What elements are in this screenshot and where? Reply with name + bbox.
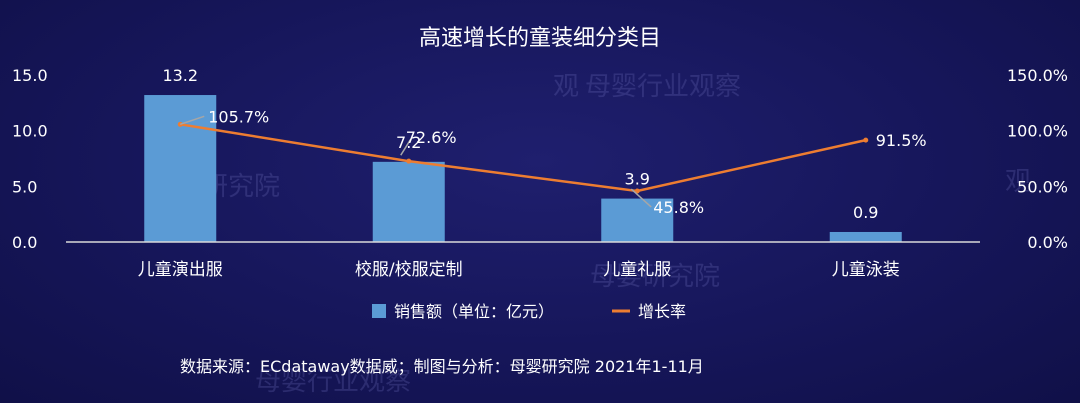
- category-label: 校服/校服定制: [355, 260, 463, 280]
- left-tick-label: 5.0: [12, 177, 37, 196]
- watermark-text: 母婴行业观察: [585, 72, 741, 102]
- growth-value-label: 105.7%: [208, 107, 269, 126]
- growth-line: [180, 123, 867, 193]
- bar-value-label: 3.9: [625, 170, 650, 189]
- bar-value-label: 0.9: [853, 203, 878, 222]
- watermark-text: 观: [553, 72, 579, 102]
- right-tick-label: 100.0%: [1007, 122, 1068, 141]
- source-note: 数据来源：ECdataway数据威；制图与分析：母婴研究院 2021年1-11月: [180, 357, 704, 376]
- watermark-text: 母婴研究院: [590, 262, 720, 292]
- legend: 销售额（单位：亿元） 增长率: [372, 302, 686, 321]
- bar: [372, 161, 445, 242]
- left-tick-label: 15.0: [12, 66, 48, 85]
- line-point: [863, 137, 869, 143]
- category-labels: 儿童演出服 校服/校服定制 儿童礼服 儿童泳装: [138, 260, 900, 280]
- category-label: 儿童礼服: [603, 260, 671, 280]
- category-label: 儿童演出服: [138, 260, 223, 280]
- leader-line: [400, 138, 412, 156]
- leader-line: [180, 115, 205, 126]
- right-axis-ticks: 0.0% 50.0% 100.0% 150.0%: [1007, 66, 1068, 252]
- bar: [601, 198, 674, 242]
- leader-line: [630, 188, 652, 208]
- line-series: [177, 121, 869, 194]
- growth-value-label: 91.5%: [876, 131, 927, 150]
- growth-value-label: 72.6%: [406, 128, 457, 147]
- legend-line-label: 增长率: [638, 302, 686, 321]
- legend-bar-swatch: [372, 304, 386, 318]
- bar: [144, 95, 217, 242]
- left-tick-label: 0.0: [12, 233, 37, 252]
- right-tick-label: 0.0%: [1027, 233, 1068, 252]
- right-tick-label: 50.0%: [1017, 177, 1068, 196]
- legend-bar-label: 销售额（单位：亿元）: [394, 302, 554, 321]
- left-tick-label: 10.0: [12, 122, 48, 141]
- watermark-layer: 母婴研究院 母婴行业观察 母婴研究院 母婴行业观察 观 观: [150, 72, 1031, 397]
- chart-title: 高速增长的童装细分类目: [419, 26, 661, 51]
- watermark-text: 观: [1005, 167, 1031, 197]
- watermark-text: 母婴行业观察: [255, 367, 411, 397]
- line-point: [634, 188, 640, 194]
- right-tick-label: 150.0%: [1007, 66, 1068, 85]
- category-label: 儿童泳装: [832, 260, 900, 280]
- bar-series: [144, 95, 902, 242]
- bar: [829, 231, 902, 242]
- line-point: [406, 158, 412, 164]
- growth-value-label: 45.8%: [653, 198, 704, 217]
- bar-value-label: 13.2: [162, 66, 198, 85]
- left-axis-ticks: 0.0 5.0 10.0 15.0: [12, 66, 48, 252]
